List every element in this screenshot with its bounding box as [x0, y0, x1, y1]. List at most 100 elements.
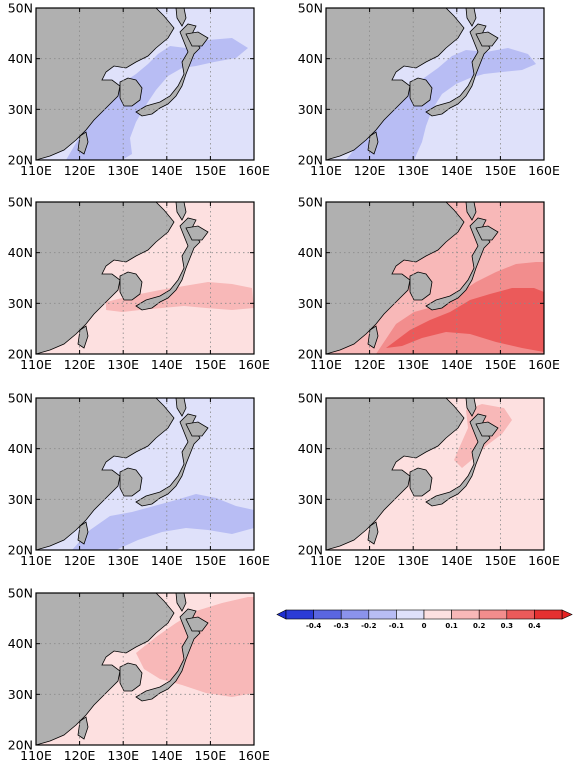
land-china: [326, 202, 465, 354]
land-korea: [119, 77, 143, 107]
lon-tick-label: 130E: [397, 553, 429, 568]
lat-tick-label: 40N: [298, 245, 323, 260]
lon-tick-label: 140E: [151, 357, 183, 372]
colorbar-box: [478, 609, 508, 620]
lon-tick-label: 160E: [528, 357, 560, 372]
land-hokkaido: [475, 225, 499, 241]
lon-tick-label: 140E: [151, 163, 183, 178]
land-china: [36, 202, 175, 354]
map-panel-7: 110E 120E 130E 140E 150E 160E 20N 30N 40N 50N: [8, 586, 270, 764]
map-frame: [325, 7, 545, 161]
lon-tick-label: 130E: [107, 357, 139, 372]
lat-tick-label: 20N: [298, 153, 323, 168]
lat-tick-label: 50N: [298, 195, 323, 210]
lon-tick-label: 110E: [20, 553, 52, 568]
lon-tick-label: 120E: [64, 748, 96, 763]
lat-tick-label: 30N: [298, 492, 323, 507]
colorbar-box: [368, 609, 397, 620]
lon-tick-label: 120E: [354, 357, 386, 372]
lon-tick-label: 140E: [151, 748, 183, 763]
colorbar-label: -0.4: [306, 622, 321, 630]
lat-tick-label: 40N: [8, 441, 33, 456]
colorbar-box: [340, 609, 370, 620]
lat-tick-label: 30N: [8, 492, 33, 507]
land-hokkaido: [185, 31, 209, 47]
land-sakhalin: [175, 202, 187, 221]
lon-tick-label: 160E: [528, 553, 560, 568]
colorbar-box: [451, 609, 480, 620]
colorbar-arrow-left: [276, 609, 287, 620]
lat-tick-label: 50N: [298, 1, 323, 16]
lon-tick-label: 160E: [238, 357, 270, 372]
land-korea: [409, 77, 433, 107]
lon-tick-label: 130E: [107, 748, 139, 763]
lon-tick-label: 110E: [310, 163, 342, 178]
lon-tick-label: 140E: [441, 163, 473, 178]
land-sakhalin: [465, 202, 477, 221]
colorbar-box: [423, 609, 452, 620]
map-panel-3: 110E 120E 130E 140E 150E 160E 20N 30N 40N 50N: [8, 195, 270, 373]
lon-tick-label: 160E: [528, 163, 560, 178]
land-china: [326, 8, 465, 160]
map-panel-6: 110E 120E 130E 140E 150E 160E 20N 30N 40N 50N: [298, 391, 560, 569]
lon-tick-label: 130E: [107, 163, 139, 178]
colorbar-label: 0: [422, 622, 427, 630]
lat-tick-label: 30N: [298, 102, 323, 117]
map-frame: [35, 201, 255, 355]
colorbar-label: -0.3: [334, 622, 349, 630]
lon-tick-label: 150E: [485, 553, 517, 568]
anomaly-contour: [136, 597, 254, 697]
anomaly-contour: [346, 48, 536, 160]
lon-tick-label: 110E: [20, 357, 52, 372]
map-panel-4: 110E 120E 130E 140E 150E 160E 20N 30N 40N 50N: [298, 195, 560, 373]
lat-tick-label: 50N: [8, 195, 33, 210]
colorbar-label: 0.4: [528, 622, 541, 630]
lat-tick-label: 30N: [298, 296, 323, 311]
lat-tick-label: 40N: [8, 636, 33, 651]
land-hokkaido: [475, 31, 499, 47]
land-taiwan: [77, 325, 89, 349]
land-hokkaido: [185, 225, 209, 241]
map-frame: [35, 7, 255, 161]
lat-tick-label: 40N: [8, 51, 33, 66]
lon-tick-label: 130E: [397, 163, 429, 178]
lat-tick-label: 30N: [8, 102, 33, 117]
colorbar-box: [313, 609, 342, 620]
land-korea: [409, 467, 433, 497]
lon-tick-label: 120E: [354, 553, 386, 568]
land-taiwan: [77, 716, 89, 740]
lat-tick-label: 40N: [298, 441, 323, 456]
lon-tick-label: 110E: [310, 357, 342, 372]
lat-tick-label: 50N: [298, 391, 323, 406]
lon-tick-label: 130E: [107, 553, 139, 568]
land-taiwan: [77, 131, 89, 155]
lon-tick-label: 160E: [238, 163, 270, 178]
lat-tick-label: 20N: [298, 347, 323, 362]
colorbar-box: [506, 609, 535, 620]
land-china: [326, 398, 465, 550]
lon-tick-label: 160E: [238, 553, 270, 568]
land-taiwan: [367, 521, 379, 545]
lat-tick-label: 30N: [8, 687, 33, 702]
colorbar-box: [396, 609, 425, 620]
land-china: [36, 8, 175, 160]
land-taiwan: [77, 521, 89, 545]
land-korea: [409, 271, 433, 301]
land-hokkaido: [185, 616, 209, 632]
land-sakhalin: [175, 593, 187, 612]
colorbar-label: 0.2: [473, 622, 486, 630]
land-hokkaido: [185, 421, 209, 437]
land-sakhalin: [175, 8, 187, 27]
lon-tick-label: 150E: [485, 357, 517, 372]
lat-tick-label: 50N: [8, 1, 33, 16]
land-sakhalin: [175, 398, 187, 417]
land-china: [36, 398, 175, 550]
lat-tick-label: 40N: [8, 245, 33, 260]
lon-tick-label: 120E: [64, 553, 96, 568]
map-frame: [35, 592, 255, 746]
lat-tick-label: 20N: [8, 153, 33, 168]
lon-tick-label: 160E: [238, 748, 270, 763]
lat-tick-label: 30N: [8, 296, 33, 311]
lon-tick-label: 150E: [195, 553, 227, 568]
colorbar-arrow-right: [561, 609, 573, 620]
